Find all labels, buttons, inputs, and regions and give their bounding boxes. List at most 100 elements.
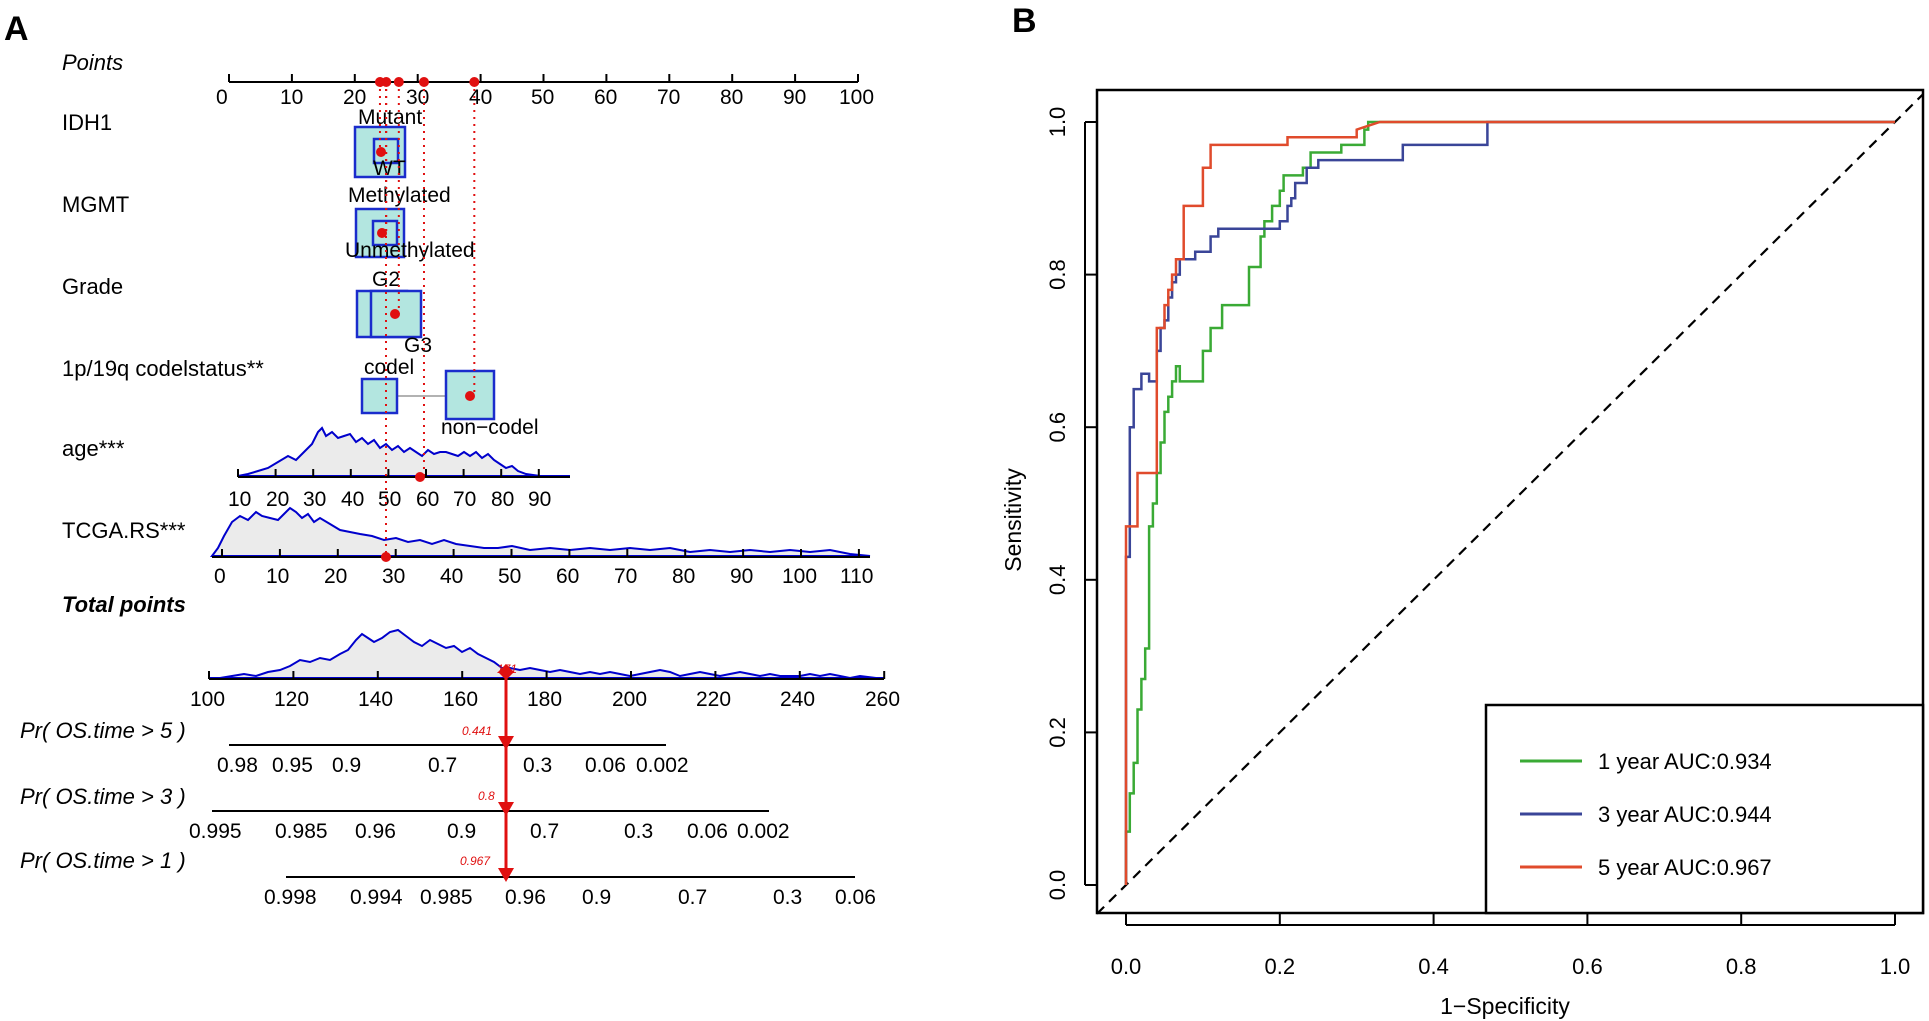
pr1-tick-0.985: 0.985 — [420, 886, 473, 909]
panel-b-letter: B — [1012, 2, 1037, 40]
age-tick-30: 30 — [303, 488, 326, 511]
rs-tick-0: 0 — [214, 565, 226, 588]
total-points-marker: 171 0.441 0.8 0.967 — [460, 662, 517, 882]
pr1-tick-0.7: 0.7 — [678, 886, 707, 909]
pr3-tick-0.3: 0.3 — [624, 820, 653, 843]
idh1-marker — [376, 147, 386, 157]
idh1-level-mutant: Mutant — [358, 106, 422, 129]
y-tick-1.0: 1.0 — [1045, 107, 1070, 138]
x-tick-0.0: 0.0 — [1111, 954, 1142, 979]
age-tick-70: 70 — [453, 488, 476, 511]
tcga-rs-marker — [381, 552, 391, 562]
legend-label-1-year: 1 year AUC:0.934 — [1598, 749, 1772, 774]
grade-boxes: G2 G3 — [355, 268, 432, 357]
pr3-value: 0.8 — [478, 789, 495, 803]
roc-curve-3-year — [1124, 120, 1895, 885]
y-axis-label: Sensitivity — [1000, 468, 1026, 572]
pr1-tick-0.998: 0.998 — [264, 886, 317, 909]
codel-level-codel: codel — [364, 356, 414, 379]
pr5-label: Pr( OS.time > 5 ) — [20, 718, 186, 743]
pr3-tick-0.96: 0.96 — [355, 820, 396, 843]
diagonal-reference-line — [1096, 93, 1924, 915]
total-tick-200: 200 — [612, 688, 647, 711]
age-tick-20: 20 — [266, 488, 289, 511]
pr1-tick-0.9: 0.9 — [582, 886, 611, 909]
points-axis-marker — [469, 77, 480, 87]
pr5-tick-0.3: 0.3 — [523, 754, 552, 777]
points-tick-10: 10 — [280, 86, 303, 109]
rs-tick-40: 40 — [440, 565, 463, 588]
pr1-value: 0.967 — [460, 854, 491, 868]
patient-projection-lines — [374, 77, 480, 557]
idh1-boxes: Mutant WT — [353, 106, 422, 180]
total-points-value: 171 — [497, 662, 517, 676]
y-tick-labels: 0.0 0.2 0.4 0.6 0.8 1.0 — [1045, 107, 1070, 901]
age-marker — [415, 472, 425, 482]
points-axis-marker — [393, 77, 404, 87]
points-tick-100: 100 — [839, 86, 874, 109]
points-tick-80: 80 — [720, 86, 743, 109]
pr3-tick-0.7: 0.7 — [530, 820, 559, 843]
x-tick-1.0: 1.0 — [1880, 954, 1911, 979]
rs-tick-20: 20 — [324, 565, 347, 588]
y-axis — [1084, 121, 1097, 886]
x-tick-0.2: 0.2 — [1265, 954, 1296, 979]
y-tick-0.6: 0.6 — [1045, 412, 1070, 443]
pr5-tick-0.002: 0.002 — [636, 754, 689, 777]
pr1-tick-0.994: 0.994 — [350, 886, 403, 909]
pr3-tick-0.06: 0.06 — [687, 820, 728, 843]
grade-level-g3: G3 — [404, 334, 432, 357]
rs-tick-30: 30 — [382, 565, 405, 588]
total-points-density: 100 120 140 160 180 200 220 240 260 — [190, 628, 900, 711]
x-tick-labels: 0.0 0.2 0.4 0.6 0.8 1.0 — [1111, 954, 1911, 979]
x-axis — [1125, 913, 1896, 926]
total-tick-120: 120 — [274, 688, 309, 711]
mgmt-level-unmethylated: Unmethylated — [345, 239, 475, 262]
mgmt-boxes: Methylated Unmethylated — [345, 184, 475, 262]
points-tick-70: 70 — [657, 86, 680, 109]
codel-boxes: codel non−codel — [360, 356, 539, 439]
mgmt-label: MGMT — [62, 192, 129, 217]
total-tick-100: 100 — [190, 688, 225, 711]
points-tick-60: 60 — [594, 86, 617, 109]
age-tick-40: 40 — [341, 488, 364, 511]
pr5-tick-0.95: 0.95 — [272, 754, 313, 777]
pr5-tick-0.06: 0.06 — [585, 754, 626, 777]
panel-a-letter: A — [4, 10, 29, 48]
pr1-arrow — [498, 868, 514, 882]
rs-tick-80: 80 — [672, 565, 695, 588]
tcga-rs-density: 0 10 20 30 40 50 60 70 80 90 100 110 — [210, 506, 873, 588]
x-tick-0.6: 0.6 — [1572, 954, 1603, 979]
legend-label-5-year: 5 year AUC:0.967 — [1598, 855, 1772, 880]
pr5-value: 0.441 — [462, 724, 492, 738]
pr3-tick-0.985: 0.985 — [275, 820, 328, 843]
points-label: Points — [62, 50, 123, 75]
rs-tick-100: 100 — [782, 565, 817, 588]
rs-tick-10: 10 — [266, 565, 289, 588]
age-tick-80: 80 — [491, 488, 514, 511]
points-tick-0: 0 — [216, 86, 228, 109]
age-tick-90: 90 — [528, 488, 551, 511]
age-tick-10: 10 — [228, 488, 251, 511]
pr3-tick-0.002: 0.002 — [737, 820, 790, 843]
pr5-tick-0.7: 0.7 — [428, 754, 457, 777]
y-tick-0.2: 0.2 — [1045, 717, 1070, 748]
idh1-label: IDH1 — [62, 110, 112, 135]
total-points-label: Total points — [62, 592, 186, 617]
total-tick-220: 220 — [696, 688, 731, 711]
roc-curve-1-year — [1124, 120, 1895, 885]
pr1-axis: 0.998 0.994 0.985 0.96 0.9 0.7 0.3 0.06 — [264, 876, 876, 909]
legend-label-3-year: 3 year AUC:0.944 — [1598, 802, 1772, 827]
total-points-diamond — [498, 664, 514, 680]
points-axis: 0 10 20 30 40 50 60 70 80 90 100 — [216, 74, 874, 109]
rs-tick-90: 90 — [730, 565, 753, 588]
points-axis-marker — [418, 77, 429, 87]
x-tick-0.8: 0.8 — [1726, 954, 1757, 979]
roc-panel: B 0.0 0.2 0.4 0.6 0.8 1.0 0.0 0.2 0.4 0.… — [1000, 2, 1925, 1019]
pr3-tick-0.9: 0.9 — [447, 820, 476, 843]
x-tick-0.4: 0.4 — [1418, 954, 1449, 979]
rs-tick-60: 60 — [556, 565, 579, 588]
y-tick-0.0: 0.0 — [1045, 870, 1070, 901]
rs-tick-70: 70 — [614, 565, 637, 588]
